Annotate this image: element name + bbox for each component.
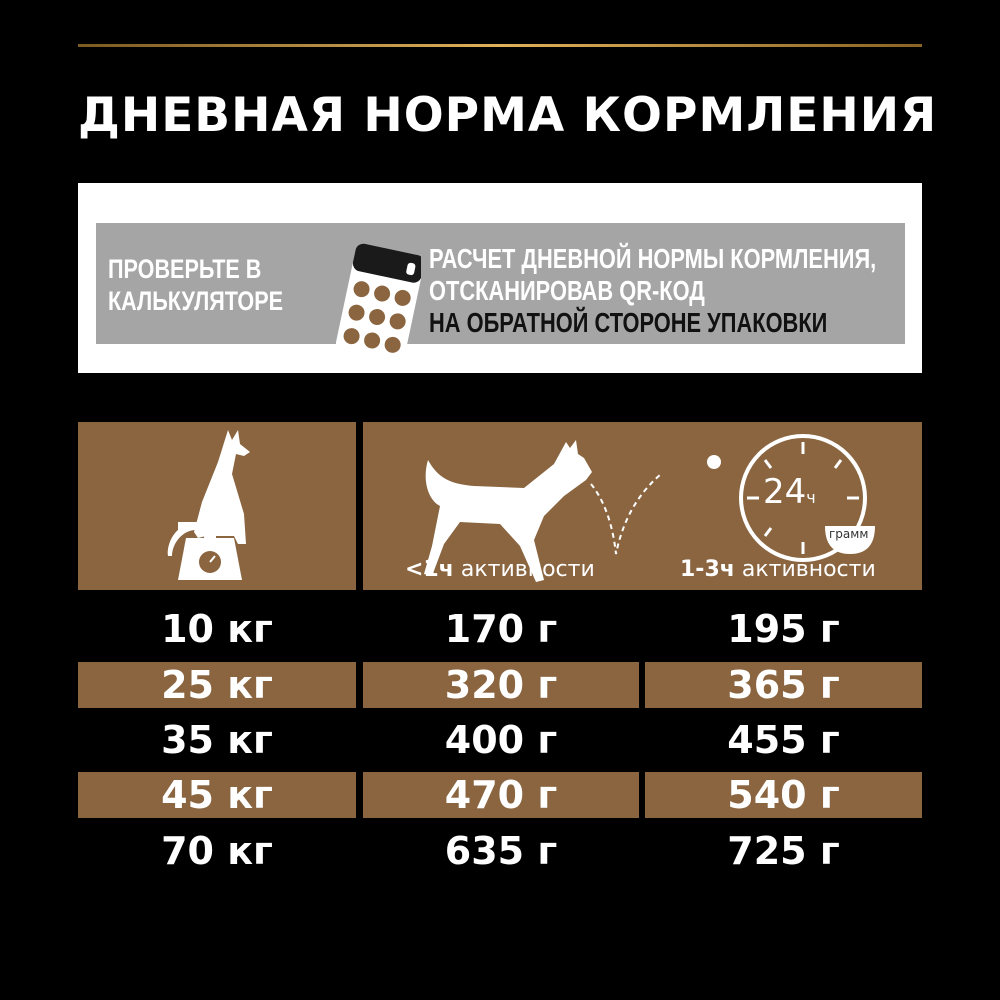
high-activity-label: 1-3ч активности — [680, 557, 876, 582]
gold-divider — [78, 44, 922, 47]
low-activity-cell: 635 г — [444, 829, 558, 873]
low-activity-cell: 470 г — [363, 772, 639, 818]
low-activity-hours: <1ч — [405, 557, 454, 582]
high-activity-cell: 365 г — [645, 662, 922, 708]
weight-header — [78, 422, 356, 590]
table-row: 45 кг 470 г 540 г — [0, 772, 1000, 820]
weight-cell: 10 кг — [161, 607, 273, 651]
promo-line: РАСЧЕТ ДНЕВНОЙ НОРМЫ КОРМЛЕНИЯ, — [429, 243, 877, 274]
page-title: ДНЕВНАЯ НОРМА КОРМЛЕНИЯ — [78, 88, 938, 143]
bowl-icon — [825, 526, 875, 554]
weight-cell: 35 кг — [161, 718, 273, 762]
check-line: ПРОВЕРЬТЕ В — [108, 254, 262, 284]
table-row: 35 кг 400 г 455 г — [0, 717, 1000, 765]
low-activity-cell: 320 г — [363, 662, 639, 708]
weight-cell: 70 кг — [161, 829, 273, 873]
high-activity-cell: 195 г — [727, 607, 840, 651]
promo-band: ПРОВЕРЬТЕ В КАЛЬКУЛЯТОРЕ РАСЧЕТ ДНЕВНОЙ … — [96, 223, 905, 371]
dog-on-scale-icon — [167, 430, 250, 580]
calculator-icon — [336, 243, 421, 371]
weight-cell: 45 кг — [78, 772, 356, 818]
weight-cell: 25 кг — [78, 662, 356, 708]
high-activity-hours: 1-3ч — [680, 557, 735, 582]
clock-24h-icon — [739, 434, 875, 562]
low-activity-label: <1ч активности — [405, 557, 595, 582]
calculator-promo: ПРОВЕРЬТЕ В КАЛЬКУЛЯТОРЕ РАСЧЕТ ДНЕВНОЙ … — [78, 183, 922, 373]
table-row: 70 кг 635 г 725 г — [0, 828, 1000, 876]
ball-icon — [707, 455, 721, 469]
clock-hours: 24 — [763, 472, 807, 512]
running-dog-icon — [424, 440, 721, 582]
low-activity-cell: 400 г — [444, 718, 558, 762]
table-row: 25 кг 320 г 365 г — [0, 662, 1000, 710]
promo-text: РАСЧЕТ ДНЕВНОЙ НОРМЫ КОРМЛЕНИЯ, ОТСКАНИР… — [429, 243, 876, 339]
low-activity-text: активности — [453, 557, 595, 582]
bowl-label: грамм — [829, 527, 869, 541]
clock-label: 24ч — [763, 472, 816, 512]
promo-line: ОТСКАНИРОВАВ QR-КОД — [429, 275, 705, 306]
table-row: 10 кг 170 г 195 г — [0, 606, 1000, 654]
low-activity-cell: 170 г — [444, 607, 558, 651]
check-line: КАЛЬКУЛЯТОРЕ — [108, 286, 284, 316]
high-activity-cell: 455 г — [727, 718, 840, 762]
check-calculator-text: ПРОВЕРЬТЕ В КАЛЬКУЛЯТОРЕ — [108, 253, 283, 317]
high-activity-cell: 725 г — [727, 829, 840, 873]
high-activity-text: активности — [734, 557, 876, 582]
high-activity-cell: 540 г — [645, 772, 922, 818]
activity-header: 24ч грамм — [363, 422, 922, 590]
promo-line: НА ОБРАТНОЙ СТОРОНЕ УПАКОВКИ — [429, 307, 828, 338]
clock-unit: ч — [806, 488, 816, 507]
